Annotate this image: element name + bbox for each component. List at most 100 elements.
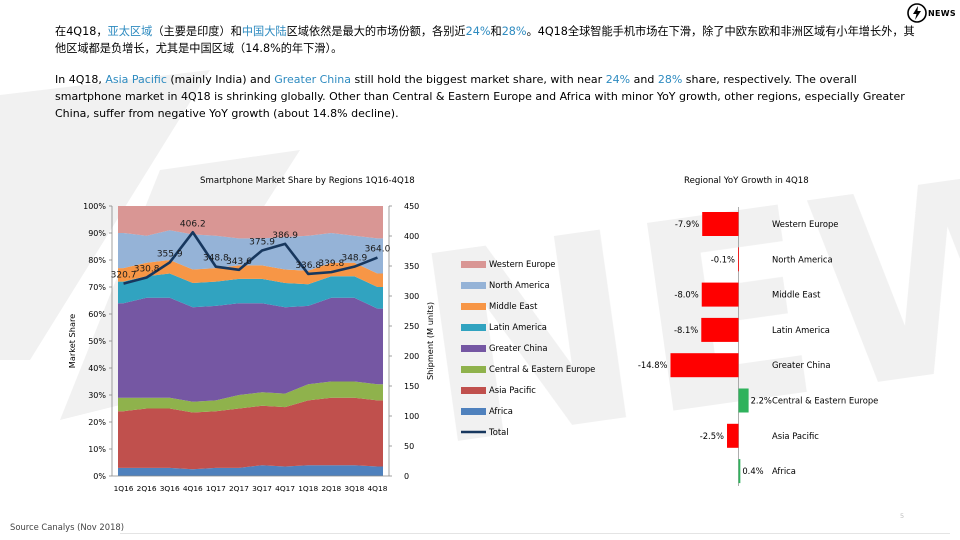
legend-swatch-western-europe bbox=[461, 261, 486, 268]
y2-tick-label: 450 bbox=[404, 202, 419, 211]
x-tick-label: 2Q17 bbox=[229, 484, 249, 493]
x-tick-label: 2Q18 bbox=[321, 484, 341, 493]
growth-value-label: 2.2% bbox=[751, 396, 772, 406]
lightning-bolt-icon bbox=[907, 3, 927, 23]
x-tick-label: 3Q18 bbox=[344, 484, 364, 493]
growth-bar-central-and-eastern-europe bbox=[738, 388, 749, 413]
share-areas bbox=[118, 206, 383, 476]
footer-divider bbox=[120, 533, 950, 534]
total-data-label: 343.6 bbox=[226, 257, 252, 267]
zh-highlight-28: 28% bbox=[501, 25, 527, 38]
legend-label-western-europe: Western Europe bbox=[489, 259, 555, 269]
y2-tick-label: 350 bbox=[404, 262, 419, 271]
total-line bbox=[123, 230, 378, 285]
growth-value-label: -0.1% bbox=[711, 254, 735, 264]
legend-label-middle-east: Middle East bbox=[489, 301, 538, 311]
growth-value-label: -7.9% bbox=[675, 219, 699, 229]
summary-english: In 4Q18, Asia Pacific (mainly India) and… bbox=[55, 71, 915, 122]
x-tick-label: 1Q16 bbox=[114, 484, 134, 493]
x-tick-label: 4Q18 bbox=[367, 484, 387, 493]
y-tick-label: 30% bbox=[88, 391, 106, 400]
zh-part: 。4Q18全球智能手机市场在下滑，除了中欧东欧和非洲区域有小年增长外，其他区域都… bbox=[55, 25, 915, 55]
y-tick-label: 100% bbox=[83, 202, 106, 211]
legend-label-north-america: North America bbox=[489, 280, 550, 290]
share-axes: 0% 10% 20% 30% 40% 50% 60% 70% 80% 90% 100% 0 50 100 1… bbox=[67, 202, 435, 493]
en-part: In 4Q18, bbox=[55, 73, 106, 86]
y-tick-label: 50% bbox=[88, 337, 106, 346]
en-highlight-asia-pacific: Asia Pacific bbox=[105, 73, 167, 86]
x-tick-label: 3Q17 bbox=[252, 484, 272, 493]
growth-bar-north-america bbox=[738, 247, 739, 272]
legend-label-greater-china: Greater China bbox=[489, 343, 548, 353]
total-data-label: 364.0 bbox=[365, 245, 391, 255]
x-tick-label: 1Q17 bbox=[206, 484, 226, 493]
zh-highlight-24: 24% bbox=[465, 25, 491, 38]
legend-swatch-africa bbox=[461, 408, 486, 415]
y-tick-label: 10% bbox=[88, 445, 106, 454]
growth-category-label: North America bbox=[772, 254, 833, 264]
y2-tick-label: 100 bbox=[404, 412, 419, 421]
en-highlight-28: 28% bbox=[657, 73, 683, 86]
growth-category-label: Middle East bbox=[772, 290, 821, 300]
source-note: Source Canalys (Nov 2018) bbox=[10, 522, 125, 532]
legend-swatch-asia-pacific bbox=[461, 387, 486, 394]
legend-swatch-middle-east bbox=[461, 303, 486, 310]
growth-bar-asia-pacific bbox=[727, 423, 739, 448]
legend-swatch-greater-china bbox=[461, 345, 486, 352]
y2-tick-label: 400 bbox=[404, 232, 419, 241]
growth-bar-western-europe bbox=[702, 212, 739, 236]
share-legend: Western Europe North America Middle East La… bbox=[461, 259, 595, 437]
share-chart-title: Smartphone Market Share by Regions 1Q16-… bbox=[200, 176, 415, 186]
x-tick-label: 1Q18 bbox=[298, 484, 318, 493]
y2-tick-label: 200 bbox=[404, 352, 419, 361]
x-tick-label: 4Q16 bbox=[183, 484, 203, 493]
total-data-label: 355.9 bbox=[157, 249, 183, 259]
zh-part: 区域依然是最大的市场份额，各别近 bbox=[286, 25, 466, 38]
legend-label-africa: Africa bbox=[489, 406, 513, 416]
area-greater-china bbox=[118, 297, 383, 402]
market-share-chart: 0% 10% 20% 30% 40% 50% 60% 70% 80% 90% 100% 0 50 100 1… bbox=[67, 202, 595, 493]
total-data-label: 348.9 bbox=[341, 254, 367, 264]
en-highlight-24: 24% bbox=[605, 73, 631, 86]
total-data-label: 348.8 bbox=[203, 254, 229, 264]
y2-tick-label: 150 bbox=[404, 382, 419, 391]
total-data-label: 375.9 bbox=[249, 237, 275, 247]
growth-category-label: Central & Eastern Europe bbox=[772, 396, 878, 406]
x-tick-label: 2Q16 bbox=[137, 484, 157, 493]
legend-swatch-latin-america bbox=[461, 324, 486, 331]
growth-bar-africa bbox=[738, 459, 741, 484]
zh-highlight-asia-pacific: 亚太区域 bbox=[107, 25, 153, 38]
legend-label-total: Total bbox=[488, 427, 509, 437]
en-part: and bbox=[630, 73, 658, 86]
total-data-label: 336.8 bbox=[295, 261, 321, 271]
y-tick-label: 20% bbox=[88, 418, 106, 427]
growth-chart-title: Regional YoY Growth in 4Q18 bbox=[684, 176, 809, 186]
legend-swatch-central-and-eastern-europe bbox=[461, 366, 486, 373]
y2-axis-title: Shipment (M units) bbox=[425, 302, 435, 380]
legend-label-asia-pacific: Asia Pacific bbox=[489, 385, 536, 395]
total-data-label: 320.7 bbox=[111, 271, 137, 281]
x-tick-label: 3Q16 bbox=[160, 484, 180, 493]
en-part: (mainly India) and bbox=[166, 73, 275, 86]
total-data-label: 339.8 bbox=[318, 259, 344, 269]
x-tick-label: 4Q17 bbox=[275, 484, 295, 493]
en-part: still hold the biggest market share, wit… bbox=[351, 73, 606, 86]
summary-chinese: 在4Q18，亚太区域（主要是印度）和中国大陆区域依然是最大的市场份额，各别近24… bbox=[55, 23, 915, 57]
growth-value-label: -8.1% bbox=[674, 325, 698, 335]
growth-category-label: Latin America bbox=[772, 325, 830, 335]
y2-tick-label: 300 bbox=[404, 292, 419, 301]
zh-highlight-greater-china: 中国大陆 bbox=[241, 25, 287, 38]
zh-part: 和 bbox=[490, 25, 502, 38]
area-asia-pacific bbox=[118, 397, 383, 470]
growth-value-label: -2.5% bbox=[700, 431, 724, 441]
growth-bar-middle-east bbox=[701, 282, 739, 307]
growth-category-label: Africa bbox=[772, 466, 796, 476]
area-africa bbox=[118, 465, 383, 476]
page-number: 5 bbox=[900, 512, 905, 520]
area-north-america bbox=[118, 230, 383, 274]
y-tick-label: 60% bbox=[88, 310, 106, 319]
y-tick-label: 0% bbox=[93, 472, 106, 481]
zh-part: （主要是印度）和 bbox=[152, 25, 242, 38]
legend-label-central-and-eastern-europe: Central & Eastern Europe bbox=[489, 364, 595, 374]
en-highlight-greater-china: Greater China bbox=[274, 73, 352, 86]
